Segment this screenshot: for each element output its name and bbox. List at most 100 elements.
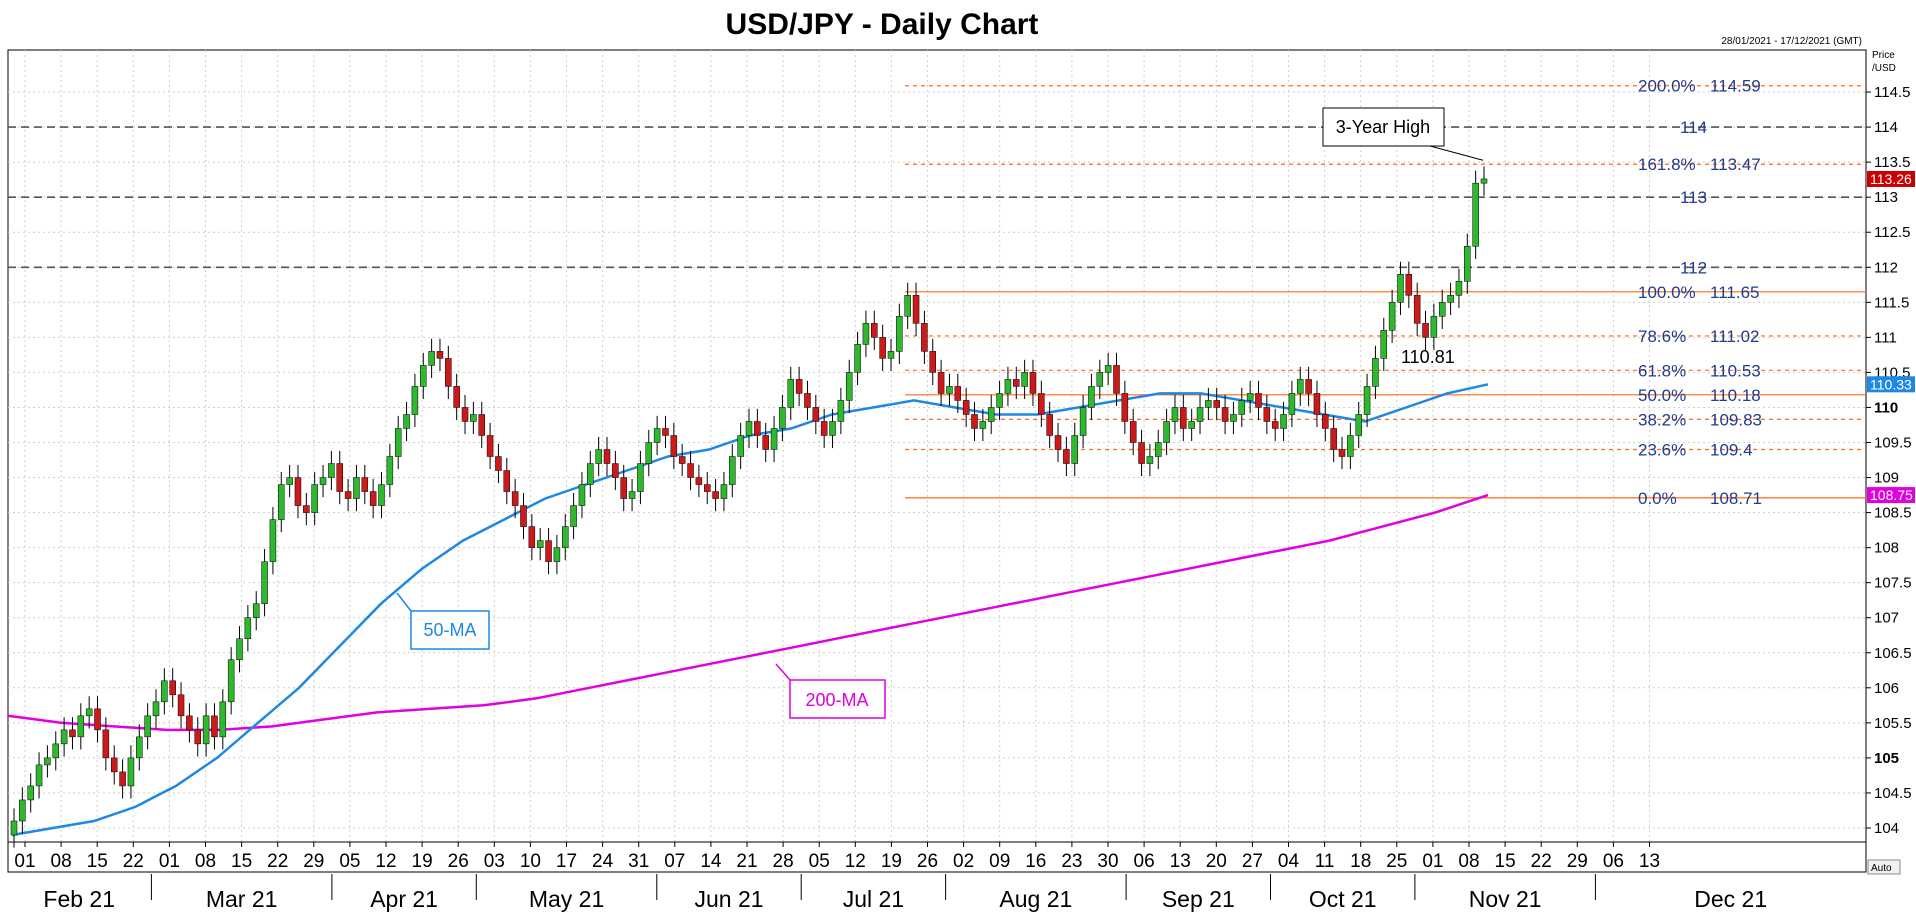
x-tick-label: 23	[1061, 851, 1082, 872]
auto-button[interactable]	[1867, 859, 1901, 875]
candle-body	[1029, 372, 1037, 394]
candle-body	[962, 400, 970, 415]
candle-body	[770, 428, 778, 450]
x-tick-label: 08	[51, 851, 72, 872]
fib-pct-23.6%: 23.6%	[1638, 441, 1686, 460]
candle-body	[1480, 178, 1488, 184]
chart-title: USD/JPY - Daily Chart	[726, 8, 1039, 41]
candle-body	[1413, 295, 1421, 324]
x-tick-label: 27	[1242, 851, 1263, 872]
y-tick-label: 113	[1874, 189, 1898, 206]
candle-body	[94, 708, 101, 731]
x-tick-label: 11	[1315, 851, 1335, 872]
x-tick-label: 21	[736, 851, 757, 872]
candle-body	[453, 386, 460, 408]
x-tick-label: 04	[1278, 851, 1300, 872]
candle-body	[687, 463, 694, 478]
month-label: Dec 21	[1694, 886, 1767, 912]
x-tick-label: 14	[700, 851, 722, 872]
candle-body	[1238, 400, 1246, 415]
candle-body	[570, 505, 577, 527]
x-tick-label: 22	[1531, 851, 1552, 872]
candle-body	[420, 365, 427, 387]
candle-body	[1330, 428, 1337, 450]
candle-body	[470, 414, 477, 422]
x-tick-label: 01	[159, 851, 180, 872]
x-tick-label: 22	[267, 851, 288, 872]
candle-body	[987, 407, 995, 422]
y-tick-label: 106	[1874, 680, 1899, 697]
candle-body	[1155, 442, 1162, 457]
candle-body	[353, 477, 360, 499]
horizontal-levels: 114 113 112	[8, 118, 1866, 277]
candle-body	[211, 715, 218, 738]
y-tick-label: 111	[1874, 329, 1897, 346]
candle-body	[328, 463, 335, 478]
x-tick-label: 29	[303, 851, 324, 872]
fib-value-100.0%: 111.65	[1710, 283, 1759, 302]
candle-body	[294, 477, 302, 506]
candle-body	[286, 477, 293, 485]
candle-body	[1104, 365, 1112, 373]
candle-body	[252, 603, 260, 618]
candle-body	[169, 680, 176, 696]
candle-body	[461, 407, 469, 422]
x-tick-label: 05	[809, 851, 830, 872]
ma50-label: 50-MA	[423, 620, 476, 640]
candle-body	[695, 477, 703, 485]
candle-body	[921, 323, 928, 352]
candle-body	[369, 491, 377, 506]
candle-body	[1363, 386, 1371, 415]
candle-body	[1338, 449, 1346, 457]
candle-body	[1163, 421, 1170, 443]
fib-pct-100.0%: 100.0%	[1638, 283, 1696, 302]
fib-value-38.2%: 109.83	[1710, 410, 1762, 429]
candle-body	[854, 344, 861, 373]
fib-value-50.0%: 110.18	[1710, 386, 1761, 405]
x-tick-label: 15	[1495, 851, 1516, 872]
level-label-112: 112	[1680, 258, 1707, 277]
candle-body	[896, 316, 903, 352]
y-tick-label: 105.5	[1874, 715, 1912, 732]
candle-body	[637, 463, 644, 492]
y-axis: 104 104.5 105 105.5 106 106.5 107 107.5 108 108.5…	[1866, 84, 1912, 837]
candle-body	[119, 771, 126, 787]
x-tick-label: 01	[14, 851, 35, 872]
candle-body	[1305, 379, 1312, 394]
x-tick-label: 06	[1134, 851, 1155, 872]
candle-body	[269, 519, 277, 562]
candle-body	[1113, 365, 1120, 394]
candle-body	[1422, 323, 1429, 338]
month-label: Aug 21	[999, 886, 1072, 912]
unit-axis-label: /USD	[1872, 63, 1896, 74]
candle-body	[161, 680, 168, 703]
x-tick-label: 03	[484, 851, 505, 872]
candle-body	[144, 715, 151, 738]
candle-body	[562, 526, 569, 548]
y-tick-label: 110	[1874, 399, 1898, 416]
x-tick-label: 12	[845, 851, 866, 872]
candle-body	[612, 463, 619, 478]
fib-pct-200.0%: 200.0%	[1638, 77, 1696, 96]
low-110-81-label: 110.81	[1401, 347, 1455, 367]
candle-body	[177, 694, 185, 717]
candle-body	[10, 820, 18, 836]
candle-body	[1221, 407, 1229, 422]
candle-body	[1388, 302, 1396, 331]
candle-body	[720, 484, 728, 499]
candle-body	[1096, 372, 1104, 387]
candle-body	[762, 435, 769, 450]
x-tick-label: 15	[231, 851, 252, 872]
candle-body	[1230, 414, 1237, 422]
candle-body	[1372, 358, 1379, 387]
month-label: Nov 21	[1469, 886, 1542, 912]
y-tick-label: 107.5	[1874, 575, 1912, 592]
candle-body	[645, 442, 653, 464]
candle-body	[227, 659, 235, 703]
candle-body	[1021, 372, 1028, 387]
candle-body	[729, 456, 736, 485]
candle-body	[553, 547, 561, 562]
x-tick-label: 01	[1422, 851, 1443, 872]
x-tick-label: 16	[1025, 851, 1046, 872]
candle-body	[528, 526, 536, 548]
